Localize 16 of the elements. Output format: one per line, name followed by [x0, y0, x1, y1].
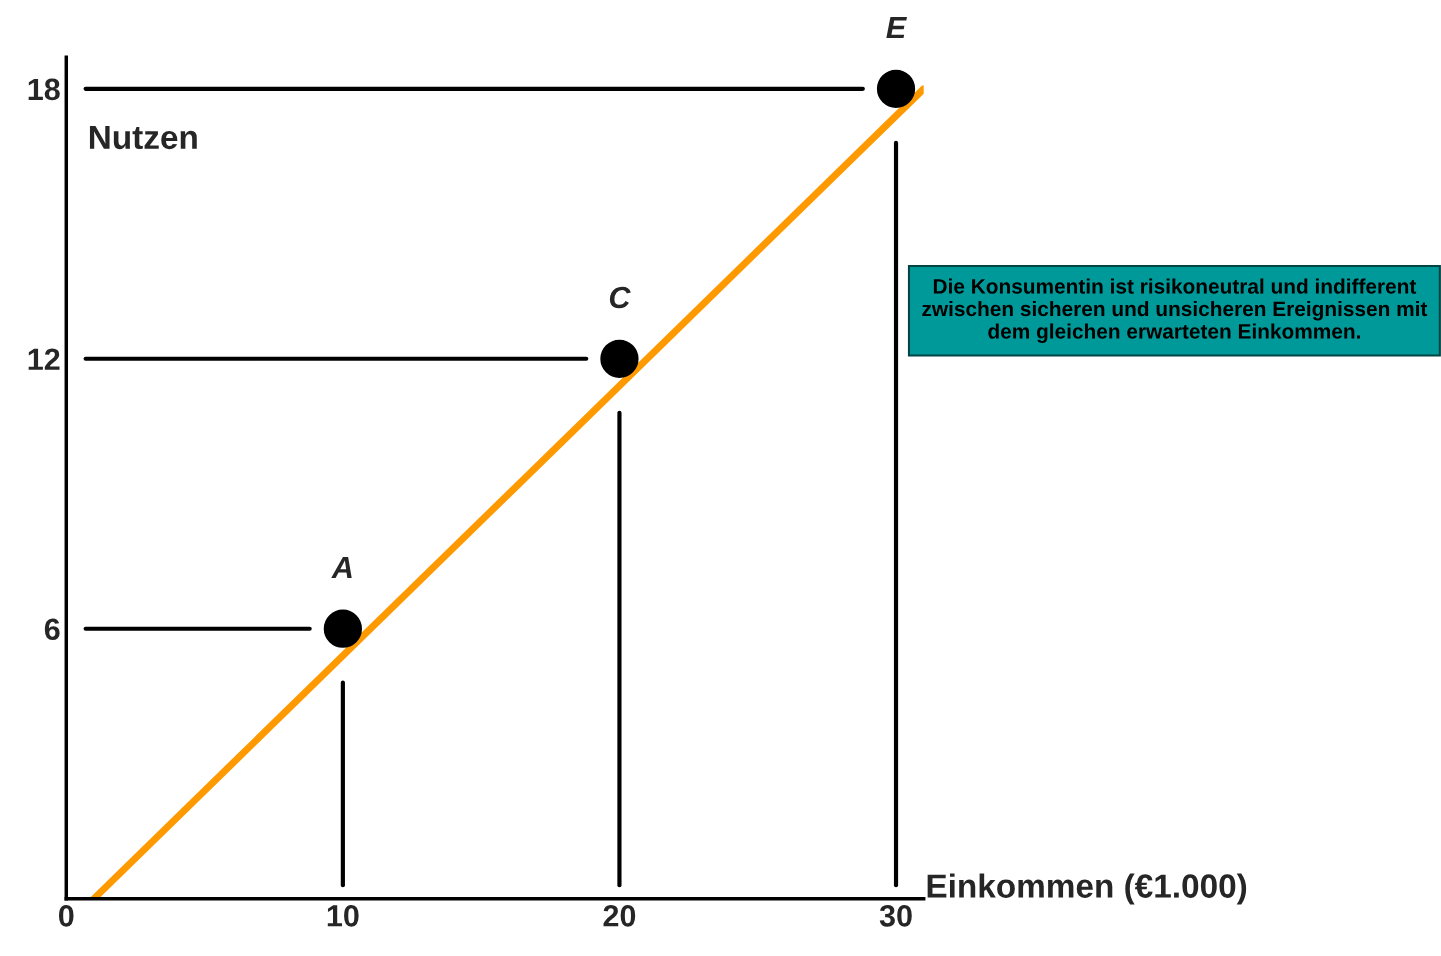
- x-tick-label: 30: [879, 905, 912, 927]
- point: [323, 609, 362, 648]
- x-tick-label: 0: [59, 905, 74, 927]
- x-axis-title: Einkommen (€1.000): [927, 873, 1247, 905]
- annotation: E: [886, 17, 907, 39]
- annotation: C: [609, 286, 631, 309]
- annotation: A: [331, 556, 352, 578]
- point: [600, 339, 639, 378]
- annotation: Die Konsumentin ist risikoneutral und indifferent zwischen sicheren und unsicheren Ereignissen mit dem gleichen erwarteten Einkommen.: [922, 278, 1428, 343]
- y-axis-title: Nutzen: [89, 125, 197, 150]
- y-tick-label: 12: [28, 348, 60, 370]
- y-tick-label: 18: [28, 78, 60, 101]
- point: [876, 69, 916, 108]
- x-tick-label: 20: [603, 905, 636, 927]
- y-tick-label: 6: [44, 618, 60, 641]
- x-tick-label: 10: [327, 905, 359, 927]
